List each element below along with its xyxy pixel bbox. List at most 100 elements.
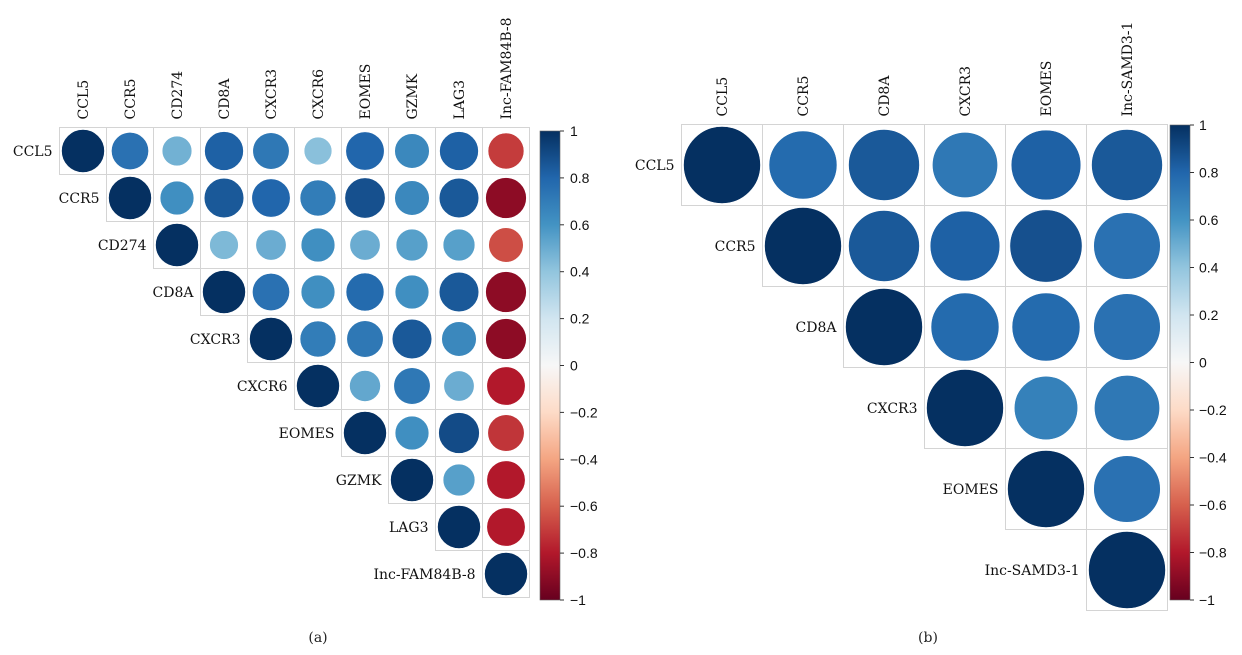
corr-circle-CCR5-EOMES bbox=[1009, 209, 1083, 283]
corr-circle-GZMK-LAG3 bbox=[442, 463, 476, 497]
corr-circle-CD274-Inc-FAM84B-8 bbox=[488, 227, 524, 263]
row-label-LAG3: LAG3 bbox=[389, 520, 429, 536]
corr-circle-CXCR6-CXCR6 bbox=[296, 364, 340, 408]
corr-circle-CCL5-CCR5 bbox=[111, 132, 149, 170]
grid-cell bbox=[1086, 529, 1168, 611]
corr-circle-CXCR3-Inc-FAM84B-8 bbox=[485, 318, 527, 360]
row-label-Inc-SAMD3-1: Inc-SAMD3-1 bbox=[985, 563, 1080, 579]
corr-circle-CCR5-GZMK bbox=[394, 180, 430, 216]
caption-a: (a) bbox=[308, 630, 327, 646]
col-label-CXCR3: CXCR3 bbox=[264, 69, 280, 120]
col-label-CCR5: CCR5 bbox=[796, 76, 812, 117]
corr-circle-GZMK-GZMK bbox=[390, 458, 434, 502]
colorbar-tick-label: 1 bbox=[1199, 117, 1207, 133]
corr-circle-CCR5-CCR5 bbox=[764, 207, 842, 285]
corr-circle-CD8A-LAG3 bbox=[438, 271, 480, 313]
corr-circle-CCL5-EOMES bbox=[1010, 129, 1082, 201]
corr-circle-GZMK-Inc-FAM84B-8 bbox=[486, 460, 526, 500]
colorbar-tick-label: 0 bbox=[570, 358, 578, 374]
col-label-EOMES: EOMES bbox=[358, 64, 374, 120]
row-label-EOMES: EOMES bbox=[279, 426, 335, 442]
colorbar-tick-label: 0.2 bbox=[570, 311, 590, 327]
col-label-CD8A: CD8A bbox=[877, 75, 893, 117]
corr-circle-CCL5-CXCR6 bbox=[303, 136, 333, 166]
corr-circle-CXCR3-CXCR3 bbox=[926, 369, 1004, 447]
corr-circle-CXCR6-LAG3 bbox=[443, 370, 475, 402]
corr-circle-CCR5-CD8A bbox=[848, 210, 920, 282]
corr-circle-LAG3-LAG3 bbox=[437, 505, 481, 549]
corr-circle-CD274-EOMES bbox=[349, 229, 381, 261]
corr-circle-EOMES-Inc-SAMD3-1 bbox=[1093, 455, 1161, 523]
corr-circle-CCL5-CCR5 bbox=[768, 130, 838, 200]
corr-circle-CCR5-CCR5 bbox=[108, 176, 152, 220]
col-label-CXCR3: CXCR3 bbox=[958, 66, 974, 117]
corr-circle-CCR5-Inc-FAM84B-8 bbox=[485, 177, 527, 219]
corr-circle-EOMES-Inc-FAM84B-8 bbox=[487, 414, 525, 452]
colorbar-tick-label: −1 bbox=[1199, 592, 1215, 608]
colorbar bbox=[539, 130, 561, 601]
corr-circle-CXCR3-CXCR6 bbox=[299, 320, 337, 358]
colorbar-tick-label: −0.4 bbox=[1199, 450, 1227, 466]
row-label-CCR5: CCR5 bbox=[59, 191, 100, 207]
corr-circle-EOMES-LAG3 bbox=[438, 412, 480, 454]
colorbar-tick-label: −0.6 bbox=[570, 498, 598, 514]
row-label-CCR5: CCR5 bbox=[715, 239, 756, 255]
corr-circle-CXCR3-Inc-SAMD3-1 bbox=[1094, 375, 1160, 441]
corr-circle-CCL5-CCL5 bbox=[683, 126, 761, 204]
colorbar-tick-label: 0.6 bbox=[570, 217, 590, 233]
corr-circle-CCL5-CD8A bbox=[848, 129, 920, 201]
corr-circle-CD274-CXCR3 bbox=[255, 229, 287, 261]
colorbar-tick-label: 0.8 bbox=[1199, 165, 1219, 181]
corr-circle-CCR5-CXCR3 bbox=[251, 178, 291, 218]
col-label-CD8A: CD8A bbox=[217, 78, 233, 120]
corr-circle-CD274-GZMK bbox=[395, 228, 429, 262]
corr-circle-CXCR6-GZMK bbox=[393, 367, 431, 405]
row-label-CCL5: CCL5 bbox=[635, 158, 675, 174]
corr-circle-CCL5-EOMES bbox=[345, 131, 385, 171]
corr-circle-CCR5-LAG3 bbox=[438, 177, 480, 219]
corr-circle-CCL5-CD274 bbox=[161, 135, 193, 167]
corr-circle-Inc-FAM84B-8-Inc-FAM84B-8 bbox=[484, 552, 528, 596]
row-label-GZMK: GZMK bbox=[336, 473, 382, 489]
corr-circle-CCL5-Inc-SAMD3-1 bbox=[1091, 129, 1163, 201]
corr-circle-CXCR3-EOMES bbox=[1013, 375, 1079, 441]
row-label-CXCR3: CXCR3 bbox=[867, 401, 918, 417]
colorbar-tick-label: −1 bbox=[570, 592, 586, 608]
caption-b: (b) bbox=[918, 630, 938, 646]
colorbar-tick-label: 0 bbox=[1199, 355, 1207, 371]
corr-circle-CCL5-CD8A bbox=[204, 131, 244, 171]
corr-circle-CXCR3-EOMES bbox=[346, 320, 384, 358]
row-label-EOMES: EOMES bbox=[943, 482, 999, 498]
row-label-CXCR3: CXCR3 bbox=[190, 332, 241, 348]
col-label-CD274: CD274 bbox=[170, 71, 186, 120]
col-label-CXCR6: CXCR6 bbox=[311, 69, 327, 120]
grid-cell bbox=[482, 550, 530, 598]
correlation-plot-a: CCL5 CCR5 CD274 CD8A CXCR3 CXCR6 EOMES GZMK LAG3… bbox=[13, 17, 598, 608]
colorbar-tick-label: 0.2 bbox=[1199, 307, 1219, 323]
corr-circle-CCR5-CD8A bbox=[203, 177, 245, 219]
corr-circle-CCL5-CCL5 bbox=[61, 129, 105, 173]
col-label-LAG3: LAG3 bbox=[452, 80, 468, 120]
corr-circle-EOMES-EOMES bbox=[343, 411, 387, 455]
corr-circle-Inc-SAMD3-1-Inc-SAMD3-1 bbox=[1088, 531, 1166, 609]
corr-circle-CD8A-EOMES bbox=[345, 272, 385, 312]
correlation-plot-b: CCL5 CCR5 CD8A CXCR3 EOMES Inc-SAMD3-1 CCL5 CCR… bbox=[635, 22, 1227, 611]
corr-circle-CXCR6-Inc-FAM84B-8 bbox=[486, 366, 526, 406]
corr-circle-CXCR6-EOMES bbox=[349, 370, 381, 402]
col-label-EOMES: EOMES bbox=[1039, 61, 1055, 117]
corr-circle-CD8A-Inc-SAMD3-1 bbox=[1093, 293, 1161, 361]
corr-circle-CCR5-CXCR3 bbox=[929, 210, 1001, 282]
corr-circle-EOMES-GZMK bbox=[394, 415, 430, 451]
colorbar-tick-label: −0.8 bbox=[570, 545, 598, 561]
corr-circle-CXCR3-LAG3 bbox=[441, 321, 477, 357]
corr-circle-CD8A-CXCR3 bbox=[930, 292, 1000, 362]
col-label-CCL5: CCL5 bbox=[715, 77, 731, 117]
col-label-GZMK: GZMK bbox=[405, 73, 421, 119]
corr-circle-CD8A-Inc-FAM84B-8 bbox=[485, 271, 527, 313]
corr-circle-LAG3-Inc-FAM84B-8 bbox=[486, 507, 526, 547]
colorbar bbox=[1169, 124, 1191, 601]
corr-circle-CD8A-CXCR3 bbox=[252, 273, 290, 311]
row-label-CD8A: CD8A bbox=[796, 320, 838, 336]
colorbar-tick-label: −0.4 bbox=[570, 451, 598, 467]
